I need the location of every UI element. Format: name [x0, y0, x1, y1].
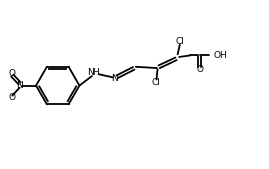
Text: O: O: [9, 93, 16, 102]
Text: N: N: [87, 68, 94, 77]
Text: O: O: [196, 65, 203, 74]
Text: Cl: Cl: [176, 37, 185, 46]
Text: Cl: Cl: [151, 78, 160, 87]
Text: OH: OH: [214, 51, 228, 60]
Text: N: N: [16, 81, 23, 90]
Text: N: N: [112, 74, 118, 83]
Text: O: O: [9, 69, 16, 78]
Text: H: H: [93, 68, 99, 77]
